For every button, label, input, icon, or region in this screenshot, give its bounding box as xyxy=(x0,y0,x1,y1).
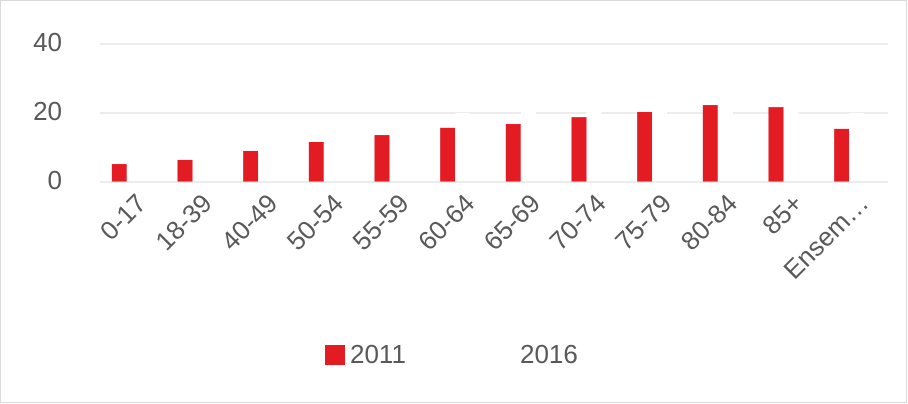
bar xyxy=(308,141,324,182)
legend-label: 2016 xyxy=(520,339,578,369)
legend-label: 2011 xyxy=(350,339,406,369)
legend-swatch xyxy=(495,345,515,365)
bar xyxy=(374,135,390,182)
legend-swatch xyxy=(325,345,345,365)
bar xyxy=(783,88,799,182)
y-tick-label: 20 xyxy=(33,96,62,126)
bar xyxy=(126,161,142,182)
bar xyxy=(571,117,587,182)
bar xyxy=(586,102,602,182)
bar xyxy=(520,109,536,182)
bar xyxy=(258,147,274,182)
bar xyxy=(834,128,850,182)
bar xyxy=(455,113,471,182)
y-tick-label: 40 xyxy=(33,27,62,57)
bar xyxy=(652,95,668,182)
y-tick-label: 0 xyxy=(48,165,62,195)
bar xyxy=(637,111,653,182)
bar xyxy=(849,113,865,182)
bar xyxy=(505,124,521,182)
bar xyxy=(440,127,456,182)
bar xyxy=(111,164,127,182)
bar xyxy=(243,150,259,182)
bar xyxy=(177,159,193,182)
bar xyxy=(717,88,733,182)
bar xyxy=(768,107,784,182)
bar xyxy=(702,105,718,182)
bar xyxy=(389,126,405,182)
bar xyxy=(192,157,208,182)
bar xyxy=(323,137,339,182)
